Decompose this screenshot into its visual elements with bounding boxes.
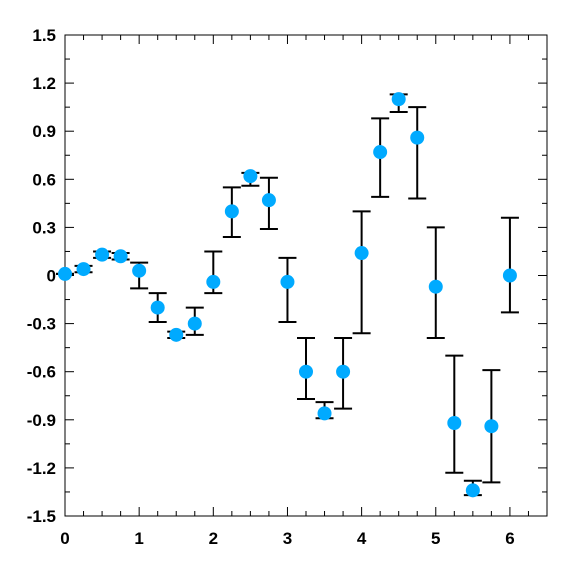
x-tick-label: 4 (357, 529, 367, 548)
x-tick-label: 2 (209, 529, 218, 548)
data-point (224, 204, 239, 219)
x-tick-label: 6 (505, 529, 514, 548)
data-point (95, 247, 110, 262)
data-point (261, 193, 276, 208)
x-tick-label: 5 (431, 529, 440, 548)
y-tick-label: -0.3 (27, 315, 56, 334)
data-point (354, 246, 369, 261)
data-point (465, 483, 480, 498)
data-point (206, 274, 221, 289)
y-tick-label: 1.2 (32, 74, 56, 93)
data-point (410, 130, 425, 145)
data-point (76, 262, 91, 277)
x-tick-label: 0 (60, 529, 69, 548)
data-point (447, 416, 462, 431)
data-point (428, 279, 443, 294)
data-point (113, 249, 128, 264)
x-tick-label: 1 (134, 529, 143, 548)
x-tick-label: 3 (283, 529, 292, 548)
error-bars (56, 93, 519, 497)
data-point (317, 406, 332, 421)
data-point (58, 266, 72, 281)
error-bar (445, 354, 464, 474)
error-bar (278, 256, 297, 323)
data-point (391, 92, 406, 107)
data-point (169, 327, 184, 342)
y-tick-label: -1.2 (27, 459, 56, 478)
y-tick-label: 0.6 (32, 170, 56, 189)
data-point (132, 263, 147, 278)
data-point (502, 268, 517, 283)
y-tick-label: 1.5 (32, 26, 56, 45)
y-tick-label: 0.9 (32, 122, 56, 141)
data-point (336, 364, 351, 379)
axes: 0 1 2 3 4 5 6 -1.5 -1.2 -0.9 -0.6 -0.3 0 0.3 0.6 0.9 1.2… (27, 26, 548, 548)
error-bar (408, 106, 427, 200)
data-point (484, 419, 499, 434)
error-bar (352, 210, 371, 335)
data-point (187, 316, 202, 331)
data-point (299, 364, 313, 379)
y-tick-label: 0.3 (32, 218, 56, 237)
y-tick-label: -1.5 (27, 507, 56, 526)
y-tick-label: -0.6 (27, 363, 56, 382)
data-points (58, 92, 517, 498)
y-tick-label: 0 (47, 267, 56, 286)
y-tick-label: -0.9 (27, 411, 56, 430)
data-point (243, 169, 258, 184)
data-point (280, 274, 295, 289)
error-bar (500, 216, 519, 314)
data-point (150, 300, 165, 315)
data-point (373, 145, 388, 160)
